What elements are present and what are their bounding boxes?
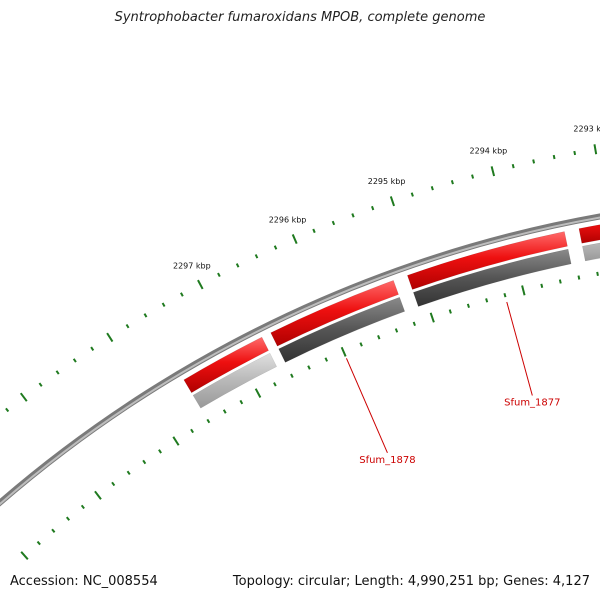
minor-tick	[471, 174, 475, 179]
inner-minor-tick	[126, 470, 131, 476]
minor-tick	[38, 382, 43, 387]
major-tick	[291, 234, 298, 245]
gene-feature	[407, 231, 568, 290]
tick-label: 2295 kbp	[368, 177, 406, 186]
gene-label-group: Sfum_1870Sfum_1871Sfum_1872Sfum_1873Sfum…	[345, 301, 561, 466]
gene-label-leader	[345, 358, 388, 453]
inner-minor-tick	[359, 342, 363, 347]
major-tick	[19, 392, 28, 402]
gene-feature	[270, 280, 399, 347]
inner-minor-tick	[222, 409, 227, 414]
inner-minor-tick	[596, 271, 599, 277]
tick-label: 2294 kbp	[470, 147, 508, 156]
minor-tick	[410, 192, 414, 197]
inner-minor-tick	[142, 459, 147, 465]
major-tick	[490, 166, 496, 177]
gene-features	[183, 224, 600, 409]
inner-major-tick	[521, 285, 526, 296]
gene-feature	[582, 242, 600, 262]
tick-label: 2296 kbp	[269, 216, 307, 225]
minor-tick	[217, 272, 221, 278]
gene-label: Sfum_1877	[504, 398, 560, 409]
minor-tick	[273, 245, 278, 250]
inner-minor-tick	[206, 418, 211, 424]
inner-minor-tick	[239, 399, 244, 405]
minor-tick	[573, 150, 577, 156]
inner-minor-tick	[51, 528, 56, 533]
inner-minor-tick	[577, 275, 581, 280]
gene-feature	[183, 336, 269, 394]
minor-tick	[312, 228, 316, 234]
inner-major-tick	[254, 388, 262, 398]
gene-feature	[578, 224, 600, 244]
minor-tick	[90, 346, 95, 351]
gene-feature	[413, 248, 572, 307]
minor-tick	[430, 186, 434, 191]
inner-tick-ring	[20, 271, 599, 560]
minor-tick	[161, 302, 166, 308]
major-tick	[389, 196, 395, 207]
inner-major-tick	[429, 312, 435, 323]
inner-minor-tick	[111, 481, 116, 487]
minor-tick	[351, 213, 355, 218]
gene-label-leader	[506, 301, 533, 396]
inner-major-tick	[172, 436, 180, 446]
inner-minor-tick	[290, 373, 294, 379]
major-tick	[106, 332, 114, 343]
minor-tick	[125, 323, 130, 329]
genome-title: Syntrophobacter fumaroxidans MPOB, compl…	[114, 10, 486, 25]
minor-tick	[552, 154, 556, 160]
minor-tick	[55, 370, 60, 375]
gene-label: Sfum_1878	[359, 455, 415, 466]
minor-tick	[450, 180, 454, 185]
minor-tick	[371, 205, 375, 211]
inner-minor-tick	[466, 303, 470, 308]
inner-minor-tick	[485, 298, 489, 303]
inner-minor-tick	[65, 516, 71, 521]
major-tick	[593, 144, 598, 155]
inner-major-tick	[20, 551, 29, 560]
inner-minor-tick	[158, 449, 162, 454]
accession-text: Accession: NC_008554	[10, 574, 158, 589]
major-tick	[197, 279, 204, 290]
inner-minor-tick	[307, 365, 311, 370]
inner-minor-tick	[190, 428, 194, 434]
minor-tick	[331, 220, 336, 226]
gene-feature	[278, 296, 406, 363]
tick-label-group: 2287 kbp2288 kbp2289 kbp2290 kbp2291 kbp…	[173, 125, 600, 271]
genome-summary-text: Topology: circular; Length: 4,990,251 bp…	[232, 574, 590, 589]
minor-tick	[532, 159, 536, 164]
inner-minor-tick	[558, 279, 562, 284]
inner-minor-tick	[36, 540, 41, 546]
minor-tick	[72, 358, 77, 363]
inner-minor-tick	[540, 283, 544, 288]
minor-tick	[254, 254, 259, 259]
tick-label: 2297 kbp	[173, 262, 211, 271]
inner-minor-tick	[80, 504, 85, 510]
inner-minor-tick	[448, 309, 452, 314]
minor-tick	[5, 407, 10, 413]
minor-tick	[143, 313, 148, 318]
tick-label: 2293 kbp	[573, 125, 600, 134]
minor-tick	[180, 292, 184, 297]
inner-minor-tick	[377, 335, 381, 340]
inner-minor-tick	[394, 328, 399, 333]
inner-major-tick	[94, 490, 102, 500]
minor-tick	[235, 263, 240, 268]
inner-minor-tick	[503, 293, 507, 298]
inner-minor-tick	[324, 357, 329, 362]
minor-tick	[511, 163, 515, 169]
inner-major-tick	[340, 346, 347, 357]
inner-minor-tick	[273, 382, 277, 387]
outer-tick-ring	[5, 144, 598, 413]
gene-feature	[192, 352, 277, 409]
inner-minor-tick	[412, 321, 416, 327]
